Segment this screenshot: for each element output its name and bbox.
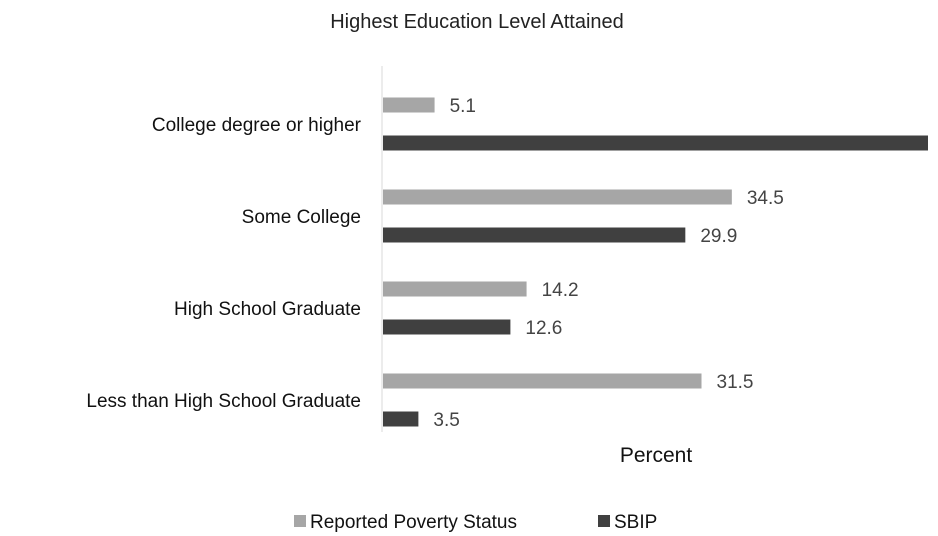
- data-label: 29.9: [700, 226, 737, 247]
- data-label: 5.1: [450, 96, 476, 117]
- x-axis-label: Percent: [620, 444, 693, 467]
- data-label: 14.2: [542, 280, 579, 301]
- bar: [383, 189, 732, 205]
- chart-title: Highest Education Level Attained: [330, 11, 624, 33]
- category-label: College degree or higher: [152, 115, 362, 136]
- value-labels: 5.153.934.529.914.212.631.53.5: [433, 96, 784, 431]
- category-labels: College degree or higher Some College High…: [86, 115, 361, 412]
- data-label: 31.5: [717, 372, 754, 393]
- bar: [383, 227, 686, 243]
- bar: [383, 373, 702, 389]
- data-label: 3.5: [433, 410, 459, 431]
- legend: Reported Poverty Status SBIP: [294, 512, 657, 533]
- bar: [383, 97, 435, 113]
- legend-swatch: [294, 515, 306, 527]
- bar: [383, 135, 928, 151]
- bar: [383, 411, 419, 427]
- legend-label: Reported Poverty Status: [310, 512, 517, 533]
- bars: [383, 97, 928, 427]
- data-label: 12.6: [525, 318, 562, 339]
- category-label: Some College: [242, 207, 361, 228]
- legend-swatch: [598, 515, 610, 527]
- bar: [383, 281, 527, 297]
- category-label: Less than High School Graduate: [86, 391, 361, 412]
- data-label: 34.5: [747, 188, 784, 209]
- category-label: High School Graduate: [174, 299, 361, 320]
- bar: [383, 319, 511, 335]
- legend-label: SBIP: [614, 512, 657, 533]
